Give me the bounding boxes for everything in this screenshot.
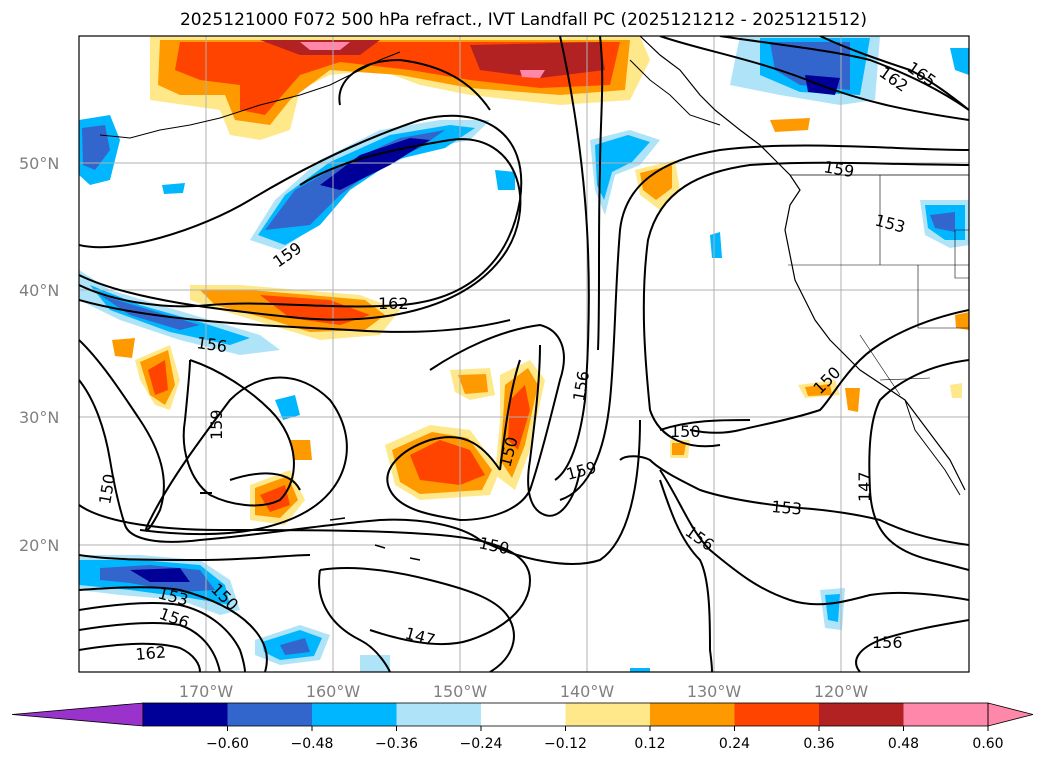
- contour-label: 159: [207, 409, 226, 440]
- colorbar-segment: [396, 703, 482, 726]
- colorbar-segment: [481, 703, 566, 726]
- colorbar-tick-label: −0.24: [460, 736, 503, 752]
- colorbar-tick-label: −0.36: [375, 736, 418, 752]
- colorbar-segment: [312, 703, 397, 726]
- graticule: [79, 36, 969, 672]
- map-title: 2025121000 F072 500 hPa refract., IVT La…: [179, 10, 867, 30]
- contour-label: 162: [135, 642, 167, 664]
- lon-tick-label: 150°W: [433, 682, 488, 701]
- colorbar-tick-label: 0.12: [634, 736, 665, 752]
- shaded-anomaly-fields: [79, 36, 969, 672]
- lon-tick-label: 160°W: [306, 682, 361, 701]
- map-background: [79, 36, 969, 672]
- colorbar-extend-high: [987, 702, 1034, 727]
- colorbar-tick-label: −0.60: [206, 736, 249, 752]
- contour-label: 150: [670, 422, 701, 441]
- coastlines: [99, 36, 969, 561]
- colorbar-segment: [227, 703, 313, 726]
- colorbar-segment: [903, 703, 989, 726]
- lat-tick-label: 40°N: [19, 281, 59, 300]
- lon-tick-label: 140°W: [560, 682, 615, 701]
- contour-label: 162: [378, 294, 409, 313]
- colorbar-segment: [819, 703, 904, 726]
- colorbar-tick-label: −0.12: [544, 736, 587, 752]
- contour-label: 153: [771, 497, 803, 519]
- colorbar-extend-low: [11, 702, 144, 727]
- lat-tick-label: 30°N: [19, 408, 59, 427]
- colorbar-segment: [650, 703, 735, 726]
- contour-label: 156: [195, 333, 228, 356]
- colorbar-tick-label: −0.48: [291, 736, 334, 752]
- colorbar-tick-label: 0.48: [888, 736, 919, 752]
- colorbar-segment: [143, 703, 228, 726]
- colorbar: −0.60 −0.48 −0.36 −0.24 −0.12 0.12 0.24 0.36 0.4…: [11, 702, 1034, 752]
- lat-tick-label: 50°N: [19, 154, 59, 173]
- map-frame: [78, 35, 970, 673]
- refractivity-contours: [79, 36, 969, 672]
- colorbar-segment: [565, 703, 651, 726]
- contour-label: 156: [872, 633, 903, 652]
- colorbar-tick-label: 0.60: [972, 736, 1003, 752]
- colorbar-tick-label: 0.24: [719, 736, 750, 752]
- lat-tick-label: 20°N: [19, 536, 59, 555]
- lon-tick-label: 170°W: [179, 682, 234, 701]
- colorbar-segment: [734, 703, 820, 726]
- contour-label: 147: [855, 471, 874, 502]
- colorbar-tick-label: 0.36: [803, 736, 834, 752]
- lon-tick-label: 120°W: [814, 682, 869, 701]
- lon-tick-label: 130°W: [687, 682, 742, 701]
